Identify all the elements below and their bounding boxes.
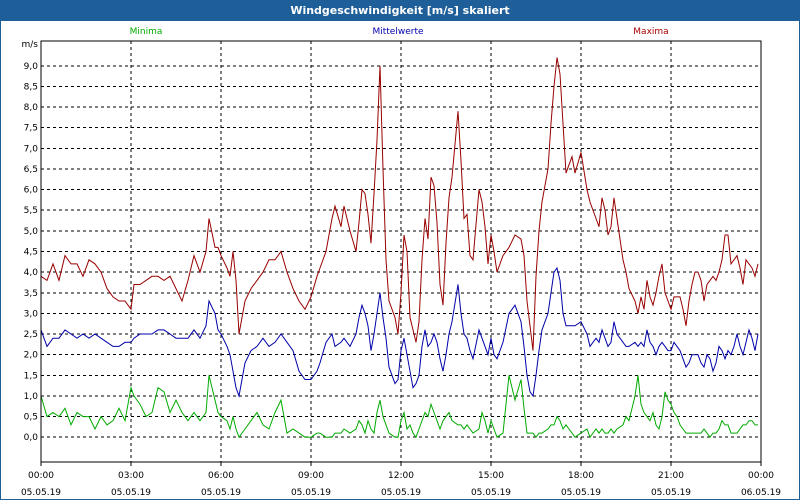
y-tick-label: 2,5 <box>24 330 38 340</box>
y-tick-label: 6,5 <box>24 165 38 175</box>
y-tick-label: 6,0 <box>24 186 39 196</box>
legend-item-mittelwerte: Mittelwerte <box>372 27 423 37</box>
y-tick-label: 5,0 <box>24 227 39 237</box>
y-tick-label: 2,0 <box>24 351 39 361</box>
y-tick-label: 4,5 <box>24 248 38 258</box>
chart-axes: 0,0 0,5 1,0 1,5 2,0 2,5 3,0 3,5 4,0 4,5 5,0 5,5 6,0 6… <box>21 27 781 498</box>
series-line-minima <box>40 375 758 439</box>
legend-item-minima: Minima <box>130 27 163 37</box>
y-axis-unit-label: m/s <box>22 40 39 50</box>
y-tick-label: 3,5 <box>24 289 38 299</box>
x-tick-label-date: 05.05.19 <box>381 488 421 498</box>
y-tick-label: 8,0 <box>24 103 39 113</box>
series-line-maxima <box>40 57 759 351</box>
x-tick-label-date: 05.05.19 <box>561 488 601 498</box>
x-tick-label-time: 09:00 <box>298 471 324 481</box>
chart-canvas: 0,0 0,5 1,0 1,5 2,0 2,5 3,0 3,5 4,0 4,5 5,0 5,5 6,0 6… <box>21 27 781 498</box>
plot-border <box>40 40 762 463</box>
x-tick-label-date: 05.05.19 <box>291 488 331 498</box>
y-tick-label: 8,5 <box>24 82 38 92</box>
x-tick-label-time: 03:00 <box>118 471 144 481</box>
chart-grid <box>41 41 761 462</box>
x-tick-label-date: 05.05.19 <box>21 488 61 498</box>
series-line-mittelwerte <box>40 266 759 398</box>
y-tick-label: 1,5 <box>24 371 38 381</box>
x-tick-label-date: 05.05.19 <box>201 488 241 498</box>
y-tick-label: 4,0 <box>24 268 39 278</box>
x-tick-label-time: 12:00 <box>388 471 414 481</box>
x-tick-label-time: 18:00 <box>568 471 594 481</box>
chart-title: Windgeschwindigkeit [m/s] skaliert <box>1 1 799 21</box>
y-tick-label: 3,0 <box>24 309 39 319</box>
x-tick-label-time: 00:00 <box>748 471 774 481</box>
x-tick-label-date: 05.05.19 <box>651 488 691 498</box>
y-tick-label: 9,0 <box>24 62 39 72</box>
x-tick-label-date: 06.05.19 <box>741 488 781 498</box>
y-tick-label: 0,5 <box>24 413 38 423</box>
x-tick-label-date: 05.05.19 <box>471 488 511 498</box>
x-tick-label-time: 15:00 <box>478 471 504 481</box>
y-tick-label: 7,5 <box>24 124 38 134</box>
x-tick-label-date: 05.05.19 <box>111 488 151 498</box>
chart-series <box>40 57 759 439</box>
x-tick-label-time: 00:00 <box>28 471 54 481</box>
y-tick-label: 1,0 <box>24 392 39 402</box>
x-tick-label-time: 21:00 <box>658 471 684 481</box>
y-tick-label: 7,0 <box>24 144 39 154</box>
y-tick-label: 5,5 <box>24 206 38 216</box>
legend-item-maxima: Maxima <box>633 27 668 37</box>
x-tick-label-time: 06:00 <box>208 471 234 481</box>
y-tick-label: 0,0 <box>24 433 39 443</box>
